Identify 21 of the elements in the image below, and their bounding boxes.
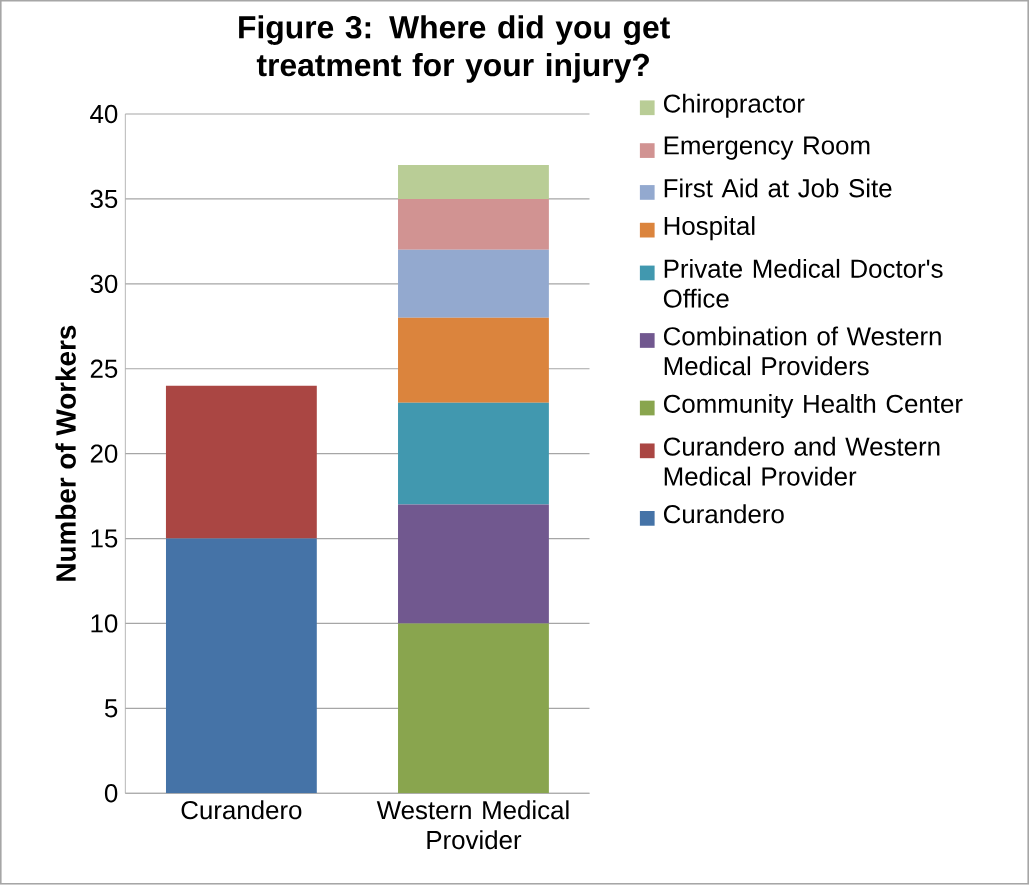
legend-label: Community Health Center xyxy=(663,394,963,419)
legend-label: Emergency Room xyxy=(664,136,870,160)
y-tick-label: 35 xyxy=(90,189,118,209)
chart-title: Figure 3: Where did you get treatment for your injury? xyxy=(239,15,670,83)
y-tick-label: 25 xyxy=(90,359,118,379)
y-tick-label: 10 xyxy=(91,614,118,633)
y-tick-label: 20 xyxy=(90,444,118,463)
y-axis-title: Number of Workers xyxy=(55,325,76,581)
y-tick-label: 30 xyxy=(90,274,118,294)
y-tick-label: 5 xyxy=(104,699,118,718)
x-tick-label: Western Medical Provider xyxy=(376,800,569,850)
legend-label: Chiropractor xyxy=(663,93,805,119)
legend-label: Private Medical Doctor's Office xyxy=(663,259,943,308)
legend-label: Hospital xyxy=(664,216,755,241)
y-tick-label: 40 xyxy=(90,105,118,124)
legend-label: Combination of Western Medical Providers xyxy=(663,326,941,376)
legend-label: Curandero and Western Medical Provider xyxy=(663,436,940,486)
y-tick-label: 15 xyxy=(91,529,118,548)
legend-label: First Aid at Job Site xyxy=(664,178,892,198)
y-tick-label: 0 xyxy=(104,784,118,803)
legend-label: Curandero xyxy=(663,504,784,524)
